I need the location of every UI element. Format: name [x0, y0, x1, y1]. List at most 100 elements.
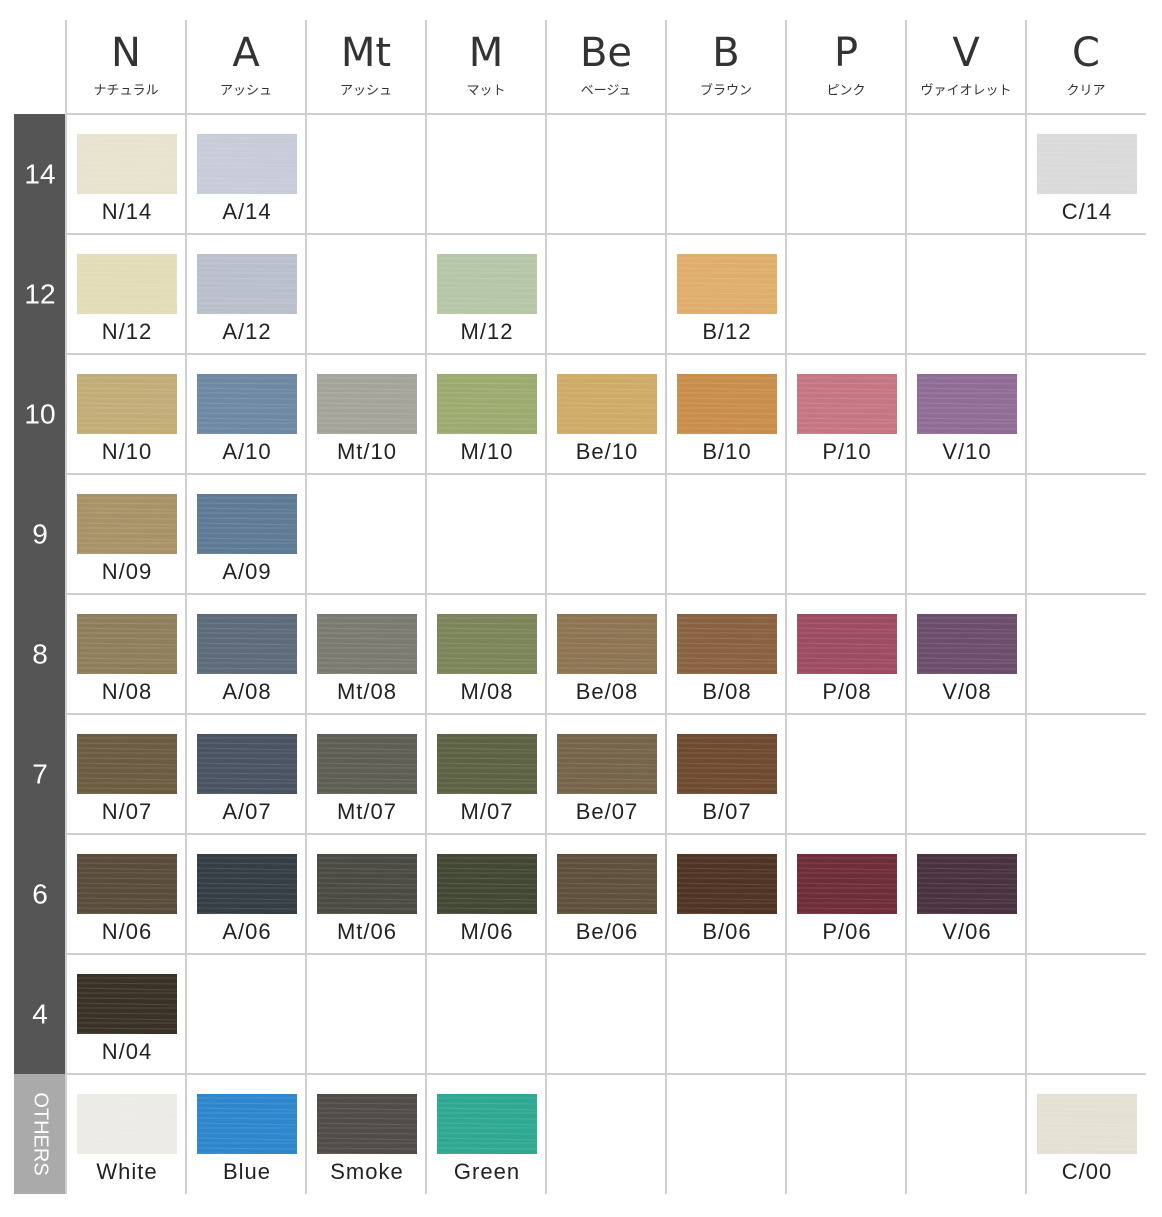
swatch-texture [196, 787, 298, 790]
swatch [77, 854, 177, 914]
swatch-texture [316, 412, 418, 415]
swatch-texture [916, 387, 1018, 391]
swatch-texture [796, 412, 898, 415]
swatch-texture [76, 307, 178, 310]
swatch-texture [676, 627, 778, 631]
column-kana: クリア [1066, 84, 1105, 99]
swatch-texture [76, 192, 178, 196]
swatch-texture [196, 417, 298, 421]
swatch-texture [436, 1102, 538, 1105]
swatch [557, 374, 657, 434]
level-cell [14, 234, 66, 355]
swatch-texture [196, 552, 298, 556]
swatch-texture [436, 402, 538, 406]
swatch-texture [796, 622, 898, 625]
swatch-texture [916, 627, 1018, 631]
swatch-texture [196, 397, 298, 400]
swatch-texture [916, 862, 1018, 865]
level-cell [14, 714, 66, 835]
swatch-texture [76, 312, 178, 316]
swatch-texture [76, 282, 178, 286]
swatch-label: N/04 [102, 1039, 152, 1064]
column-kana: アッシュ [340, 84, 392, 99]
swatch-texture [1036, 1117, 1138, 1120]
swatch [317, 854, 417, 914]
swatch-texture [796, 672, 898, 676]
swatch-label: Green [454, 1159, 520, 1184]
swatch-texture [676, 382, 778, 385]
swatch-texture [556, 432, 658, 436]
swatch-texture [76, 1122, 178, 1126]
swatch [557, 734, 657, 794]
swatch-texture [316, 1147, 418, 1150]
swatch-texture [76, 1012, 178, 1015]
swatch-texture [436, 412, 538, 415]
swatch-texture [76, 672, 178, 676]
swatch-texture [196, 187, 298, 190]
swatch-texture [556, 402, 658, 406]
swatch [197, 614, 297, 674]
swatch-texture [196, 192, 298, 196]
swatch-texture [436, 1132, 538, 1135]
swatch-texture [196, 157, 298, 160]
swatch-texture [76, 412, 178, 415]
swatch [797, 854, 897, 914]
swatch-texture [676, 312, 778, 316]
swatch-texture [316, 877, 418, 880]
level-cell [14, 954, 66, 1075]
swatch-texture [196, 432, 298, 436]
swatch-texture [916, 652, 1018, 655]
swatch-label: A/06 [222, 919, 271, 944]
swatch-texture [556, 777, 658, 781]
column-letter: M [469, 30, 504, 76]
column-letter: P [834, 30, 858, 76]
swatch-texture [436, 877, 538, 880]
swatch-texture [76, 622, 178, 625]
swatch-texture [676, 387, 778, 391]
swatch-texture [76, 432, 178, 436]
column-letter: C [1072, 30, 1100, 76]
swatch-texture [76, 397, 178, 400]
swatch-texture [76, 1107, 178, 1111]
swatch [77, 734, 177, 794]
swatch-texture [436, 642, 538, 646]
swatch-texture [196, 762, 298, 766]
swatch-texture [76, 747, 178, 751]
level-label: 4 [32, 998, 48, 1029]
swatch-texture [916, 402, 1018, 406]
swatch-texture [316, 652, 418, 655]
swatch-texture [316, 892, 418, 895]
swatch-texture [916, 432, 1018, 436]
swatch-texture [316, 1152, 418, 1156]
swatch-texture [196, 267, 298, 271]
swatch-label: A/07 [222, 799, 271, 824]
swatch-texture [76, 897, 178, 901]
swatch-texture [196, 502, 298, 505]
swatch-texture [556, 667, 658, 670]
swatch [317, 374, 417, 434]
swatch-texture [436, 387, 538, 391]
swatch-texture [1036, 1152, 1138, 1156]
column-letter: N [111, 30, 141, 76]
swatch-label: Be/07 [576, 799, 639, 824]
swatch-texture [196, 522, 298, 526]
swatch-texture [316, 762, 418, 766]
swatch-texture [196, 172, 298, 175]
swatch-texture [436, 1122, 538, 1126]
swatch-texture [196, 537, 298, 541]
swatch-texture [796, 627, 898, 631]
level-label: 9 [32, 518, 48, 549]
swatch-texture [796, 642, 898, 646]
swatch-texture [316, 387, 418, 391]
column-kana: ベージュ [581, 84, 632, 99]
swatch-texture [196, 912, 298, 916]
swatch-texture [196, 652, 298, 655]
swatch-label: B/08 [702, 679, 751, 704]
swatch-texture [76, 1152, 178, 1156]
swatch-label: P/06 [822, 919, 871, 944]
swatch-texture [1036, 157, 1138, 160]
swatch-texture [436, 787, 538, 790]
swatch-texture [316, 742, 418, 745]
swatch-texture [196, 867, 298, 871]
